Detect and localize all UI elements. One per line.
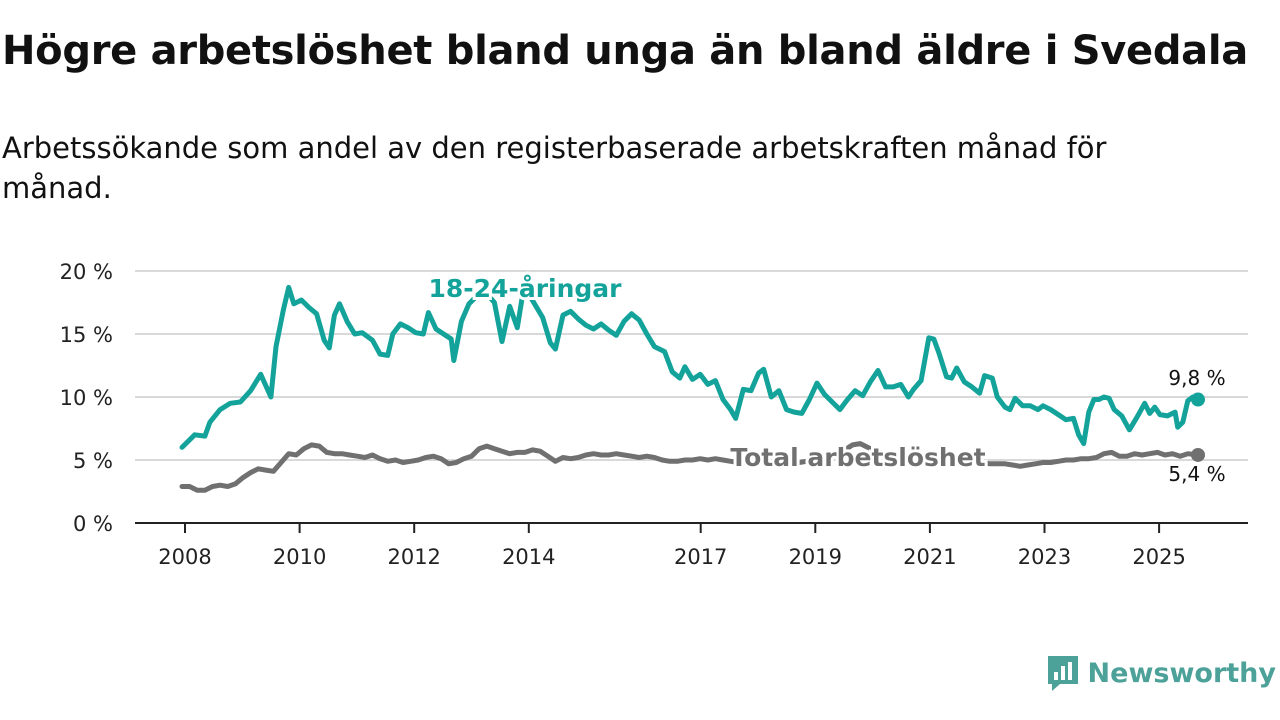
x-tick-label: 2008: [158, 545, 211, 569]
series-end-label: 5,4 %: [1168, 462, 1225, 486]
series-lines: [179, 284, 1205, 493]
y-tick-label: 5 %: [73, 449, 113, 473]
x-tick-label: 2023: [1018, 545, 1071, 569]
series-labels: 9,8 % 5,4 % 18-24-åringar Total arbetslöshe…: [426, 271, 1226, 486]
x-tick-label: 2025: [1132, 545, 1185, 569]
chart-title: Högre arbetslöshet bland unga än bland ä…: [2, 28, 1248, 74]
x-axis-ticks: 2008 2010 2012 2014 2017 2019 2021 2023 2025: [158, 523, 1186, 569]
series-end-label: 9,8 %: [1168, 366, 1225, 390]
gridlines: [135, 270, 1248, 524]
series-end-point: [1191, 447, 1205, 462]
bar-chart-logo-icon: [1047, 656, 1078, 691]
x-tick-label: 2019: [789, 545, 842, 569]
x-tick-label: 2014: [502, 545, 555, 569]
series-line: [179, 284, 1201, 450]
series-name-label: 18-24-åringar: [429, 274, 623, 303]
series-line: [179, 441, 1201, 493]
chart-subtitle: Arbetssökande som andel av den registerb…: [2, 131, 1107, 205]
x-tick-label: 2021: [903, 545, 956, 569]
y-tick-label: 20 %: [60, 260, 113, 284]
x-tick-label: 2012: [387, 545, 440, 569]
y-axis-ticks: 0 % 5 % 10 % 15 % 20 %: [60, 260, 113, 536]
y-tick-label: 10 %: [60, 386, 113, 410]
y-tick-label: 0 %: [73, 512, 113, 536]
x-tick-label: 2017: [674, 545, 727, 569]
x-tick-label: 2010: [273, 545, 326, 569]
y-tick-label: 15 %: [60, 323, 113, 347]
series-name-label: Total arbetslöshet: [730, 443, 985, 472]
newsworthy-logo: Newsworthy: [1046, 654, 1276, 692]
series-end-point: [1191, 392, 1205, 407]
brand-name: Newsworthy: [1087, 657, 1276, 689]
